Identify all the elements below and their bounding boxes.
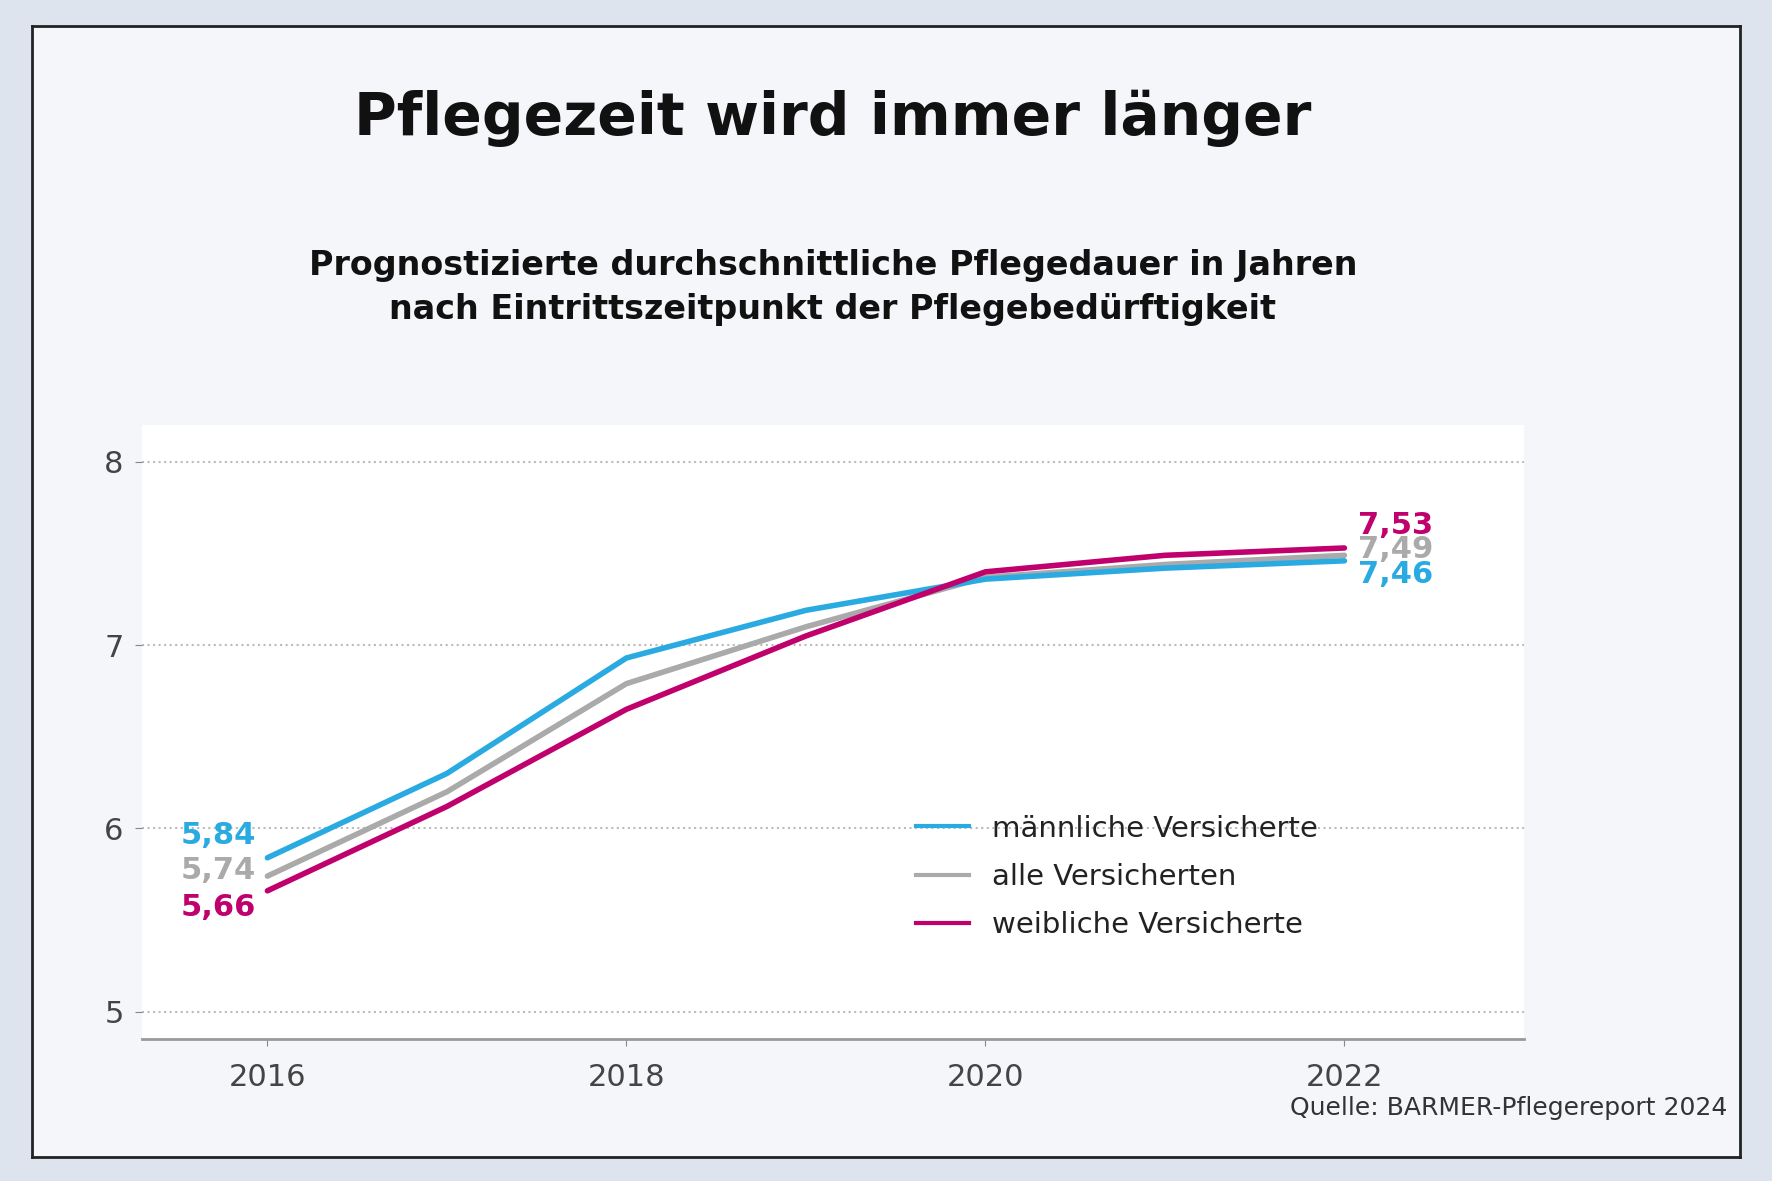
Text: 5,66: 5,66 xyxy=(181,893,257,922)
Text: 7,53: 7,53 xyxy=(1359,511,1434,540)
Text: Quelle: BARMER-Pflegereport 2024: Quelle: BARMER-Pflegereport 2024 xyxy=(1290,1096,1728,1120)
Text: 5,74: 5,74 xyxy=(181,856,257,885)
Text: Pflegezeit wird immer länger: Pflegezeit wird immer länger xyxy=(354,90,1311,146)
Text: Prognostizierte durchschnittliche Pflegedauer in Jahren: Prognostizierte durchschnittliche Pflege… xyxy=(308,249,1357,282)
Text: 7,46: 7,46 xyxy=(1359,560,1434,589)
Text: nach Eintrittszeitpunkt der Pflegebedürftigkeit: nach Eintrittszeitpunkt der Pflegebedürf… xyxy=(390,293,1276,326)
Text: 7,49: 7,49 xyxy=(1359,535,1434,565)
Text: 5,84: 5,84 xyxy=(181,821,257,850)
Legend: männliche Versicherte, alle Versicherten, weibliche Versicherte: männliche Versicherte, alle Versicherten… xyxy=(905,803,1329,951)
